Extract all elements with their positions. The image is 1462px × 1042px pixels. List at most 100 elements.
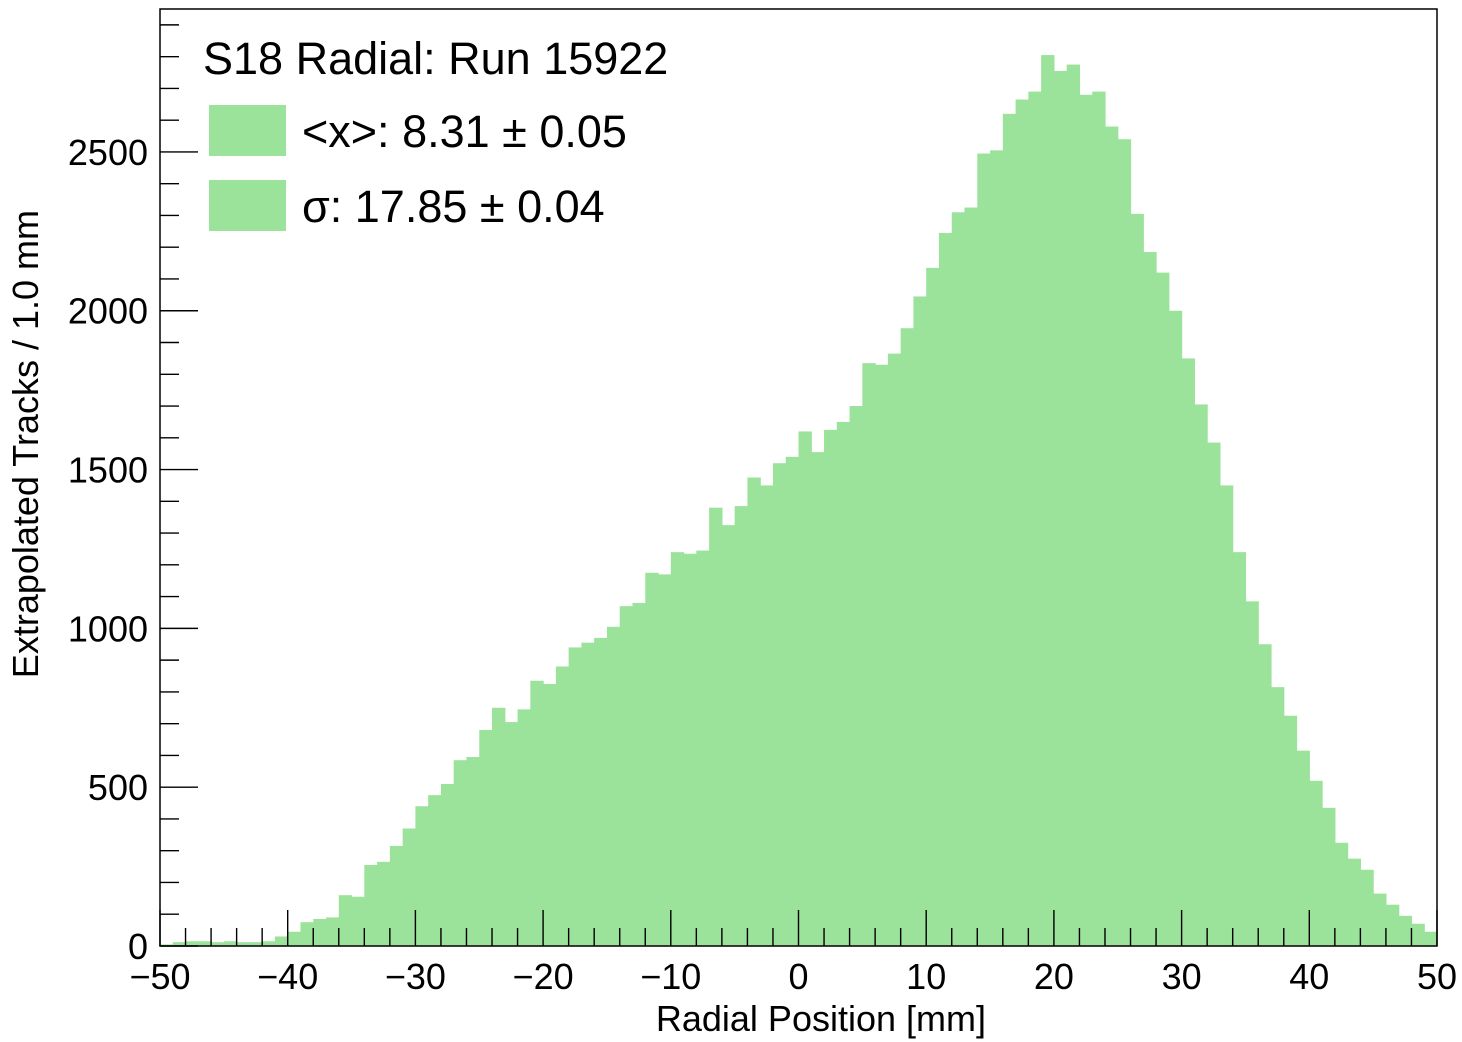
histogram-bar (287, 931, 302, 946)
legend: S18 Radial: Run 15922 <x>: 8.31 ± 0.05 σ… (203, 33, 668, 232)
histogram-bar (262, 941, 276, 946)
histogram-bar (926, 267, 940, 946)
x-tick-label: 30 (1162, 956, 1202, 997)
histogram-bar (1079, 94, 1093, 946)
histogram-bar (326, 917, 340, 946)
histogram-bar (977, 153, 991, 946)
histogram-bar (1015, 99, 1029, 946)
legend-swatch-mean (209, 105, 286, 156)
histogram-bar (1296, 750, 1310, 946)
histogram-bar (223, 941, 238, 946)
x-tick-label: 10 (906, 956, 946, 997)
histogram-bar (492, 707, 506, 946)
histogram-bar (338, 895, 353, 946)
histogram-bar (1002, 113, 1017, 946)
histogram-bar (364, 865, 378, 946)
histogram-bar (594, 637, 608, 946)
histogram-bar (734, 506, 749, 946)
histogram-bar (351, 896, 365, 946)
histogram-bar (1347, 858, 1361, 946)
histogram-bar (377, 861, 391, 946)
histogram-bars (160, 55, 1438, 947)
x-tick-label: 50 (1417, 956, 1457, 997)
histogram-bar (862, 363, 876, 946)
histogram-bar (1117, 139, 1132, 947)
histogram-bar (249, 942, 263, 946)
histogram-bar (951, 212, 966, 946)
histogram-bar (1028, 91, 1042, 946)
histogram-bar (990, 150, 1004, 947)
histogram-bar (683, 553, 697, 946)
legend-swatch-sigma (209, 180, 286, 231)
histogram-bar (1232, 552, 1247, 946)
x-tick-label: −10 (640, 956, 701, 997)
histogram-bar (709, 507, 723, 946)
histogram-bar (543, 683, 557, 946)
histogram-bar (606, 626, 621, 946)
y-tick-label: 2000 (68, 291, 148, 332)
histogram-bar (1385, 904, 1400, 946)
histogram-bar (1411, 923, 1425, 946)
x-tick-label: 20 (1034, 956, 1074, 997)
histogram-bar (1245, 601, 1259, 946)
histogram-bar (1309, 780, 1323, 946)
histogram-bar (568, 647, 583, 946)
histogram-bar (772, 463, 787, 946)
histogram-bar (1258, 644, 1272, 946)
histogram-bar (632, 602, 646, 946)
x-axis-label: Radial Position [mm] (656, 998, 986, 1039)
histogram-bar (645, 572, 659, 946)
histogram-bar (1130, 213, 1144, 946)
histogram-bar (964, 207, 978, 946)
histogram-bar (824, 429, 838, 946)
histogram-bar (581, 642, 595, 946)
histogram-bar (875, 364, 889, 946)
y-axis-ticks: 0 500 1000 1500 2000 2500 (68, 24, 198, 967)
histogram-bar (1181, 358, 1195, 946)
histogram-bar (798, 431, 812, 946)
histogram-bar (938, 232, 953, 946)
histogram-bar (913, 296, 927, 946)
histogram-bar (428, 795, 442, 946)
x-tick-label: −30 (385, 956, 446, 997)
histogram-bar (185, 941, 199, 946)
histogram-bar (670, 552, 685, 946)
histogram-bar (887, 353, 902, 946)
histogram-bar (1168, 310, 1183, 946)
y-tick-label: 2500 (68, 132, 148, 173)
histogram-bar (555, 666, 570, 946)
histogram-bar (274, 936, 289, 946)
legend-title: S18 Radial: Run 15922 (203, 33, 668, 84)
histogram-bar (785, 456, 800, 946)
histogram-bar (849, 406, 863, 946)
x-tick-label: 40 (1289, 956, 1329, 997)
histogram-bar (1092, 91, 1106, 946)
histogram-bar (440, 784, 455, 946)
histogram-bar (1194, 404, 1208, 946)
histogram-bar (415, 806, 429, 946)
histogram-bar (517, 709, 531, 946)
histogram-bar (172, 942, 187, 946)
histogram-bar (658, 574, 672, 946)
histogram-bar (453, 760, 468, 946)
x-tick-label: −40 (257, 956, 318, 997)
histogram-bar (1334, 842, 1349, 946)
histogram-bar (236, 942, 250, 946)
histogram-bar (211, 942, 225, 946)
legend-label-sigma: σ: 17.85 ± 0.04 (302, 181, 605, 232)
histogram-bar (1104, 126, 1119, 946)
histogram-bar (1424, 931, 1438, 946)
histogram-bar (1041, 55, 1055, 947)
histogram-bar (160, 944, 174, 946)
y-tick-label: 1500 (68, 450, 148, 491)
histogram-bar (1360, 869, 1374, 946)
histogram-bar (1270, 687, 1285, 946)
histogram-bar (1207, 442, 1221, 946)
x-tick-label: −20 (513, 956, 574, 997)
x-tick-label: 0 (788, 956, 808, 997)
histogram-bar (466, 757, 480, 946)
histogram-bar (721, 525, 736, 946)
histogram-bar (313, 919, 327, 946)
histogram-bar (1398, 915, 1413, 946)
